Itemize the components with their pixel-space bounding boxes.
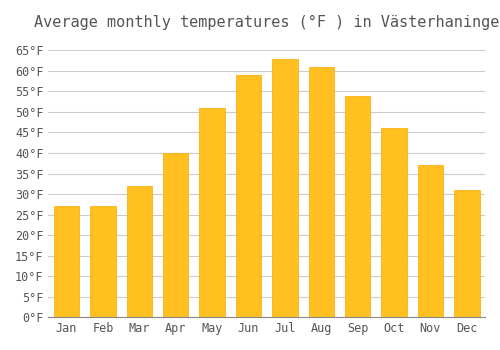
Bar [308, 67, 334, 317]
Bar [345, 96, 370, 317]
Bar [54, 206, 80, 317]
Bar [200, 108, 225, 317]
Bar [163, 153, 188, 317]
Bar [236, 75, 261, 317]
Bar [382, 128, 407, 317]
Bar [126, 186, 152, 317]
Bar [272, 59, 297, 317]
Bar [90, 206, 116, 317]
Bar [418, 165, 443, 317]
Bar [454, 190, 479, 317]
Title: Average monthly temperatures (°F ) in Västerhaninge: Average monthly temperatures (°F ) in Vä… [34, 15, 500, 30]
